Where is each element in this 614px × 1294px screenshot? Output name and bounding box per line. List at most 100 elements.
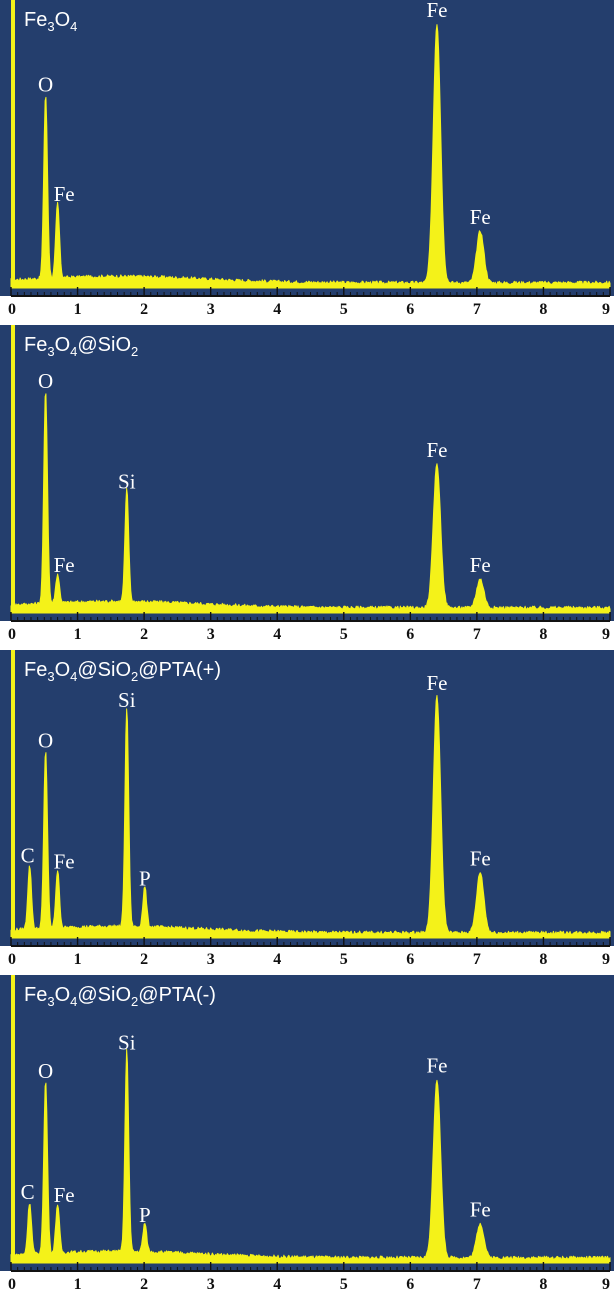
title-text: Fe [24,984,47,1006]
x-tick-label: 6 [406,626,414,643]
title-text: O [55,334,71,356]
x-tick-label: 4 [273,1276,281,1293]
peak-label: Fe [427,0,448,22]
eds-spectrum-panel-4: C O Fe Si P Fe Fe Fe3O4@SiO2@PTA(-) 0 1 2 3 4 5 6 7 8 9 [0,975,614,1293]
x-tick-label: 9 [602,301,610,318]
x-tick-label: 2 [140,301,148,318]
x-tick-label: 8 [539,951,547,968]
x-tick-label: 0 [8,1276,16,1293]
x-tick-label: 3 [207,301,215,318]
title-subscript: 2 [131,669,138,684]
peak-label: Fe [54,1183,75,1207]
x-tick-label: 5 [340,301,348,318]
peak-label: O [38,728,53,752]
x-tick-label: 1 [74,1276,82,1293]
peak-label: P [139,867,151,891]
x-tick-label: 4 [273,951,281,968]
title-text: O [55,984,71,1006]
x-tick-label: 0 [8,626,16,643]
x-tick-label: 2 [140,1276,148,1293]
panel-title: Fe3O4@SiO2 [24,334,138,359]
x-tick-label: 3 [207,626,215,643]
peak-label: Fe [470,553,491,577]
peak-label: Si [118,1030,136,1054]
zero-energy-marker [11,650,15,938]
spectrum-trace [10,393,611,614]
x-tick-label: 7 [473,951,481,968]
x-tick-label: 8 [539,1276,547,1293]
x-tick-label: 8 [539,301,547,318]
title-subscript: 4 [70,19,77,34]
eds-spectrum-panel-3: C O Fe Si P Fe Fe Fe3O4@SiO2@PTA(+) 0 1 2 3 4 5 6 7 8 9 [0,650,614,968]
x-tick-label: 5 [340,951,348,968]
zero-energy-marker [11,325,15,613]
title-text: Fe [24,9,47,31]
title-subscript: 3 [47,19,54,34]
plot-background [0,975,614,1271]
peak-label: Fe [470,847,491,871]
x-tick-label: 8 [539,626,547,643]
title-subscript: 4 [70,344,77,359]
title-subscript: 3 [47,669,54,684]
title-subscript: 4 [70,669,77,684]
panel-title: Fe3O4@SiO2@PTA(-) [24,984,216,1009]
peak-label: C [21,1180,35,1204]
x-tick-label: 0 [8,951,16,968]
x-tick-label: 7 [473,301,481,318]
peak-label: Si [118,470,136,494]
peak-label: Si [118,688,136,712]
x-tick-label: 1 [74,951,82,968]
title-text: O [55,659,71,681]
peak-label: Fe [427,438,448,462]
x-tick-label: 3 [207,951,215,968]
x-tick-label: 3 [207,1276,215,1293]
x-tick-label: 5 [340,626,348,643]
title-text: @SiO [77,659,131,681]
x-tick-label: 9 [602,626,610,643]
x-tick-label: 6 [406,951,414,968]
x-tick-label: 7 [473,626,481,643]
x-tick-label: 9 [602,1276,610,1293]
title-text: @PTA(-) [138,984,216,1006]
title-text: @SiO [77,984,131,1006]
peak-label: P [139,1203,151,1227]
title-subscript: 3 [47,344,54,359]
peak-label: Fe [427,1053,448,1077]
peak-label: O [38,369,53,393]
spectrum-trace [10,694,611,939]
plot-background [0,650,614,946]
x-tick-label: 9 [602,951,610,968]
spectrum-trace [10,24,611,289]
title-subscript: 4 [70,994,77,1009]
x-tick-label: 6 [406,301,414,318]
zero-energy-marker [11,0,15,288]
title-subscript: 3 [47,994,54,1009]
panel-title: Fe3O4 [24,9,77,34]
zero-energy-marker [11,975,15,1263]
title-text: @PTA(+) [138,659,221,681]
eds-spectrum-panel-1: O Fe Fe Fe Fe3O4 0 1 2 3 4 5 6 7 8 9 [0,0,614,318]
x-tick-label: 1 [74,626,82,643]
peak-label: Fe [54,849,75,873]
title-text: O [55,9,71,31]
peak-label: Fe [427,671,448,695]
plot-background [0,0,614,296]
x-tick-label: 5 [340,1276,348,1293]
x-tick-label: 4 [273,626,281,643]
x-tick-label: 7 [473,1276,481,1293]
eds-spectrum-panel-2: O Fe Si Fe Fe Fe3O4@SiO2 0 1 2 3 4 5 6 7 8 9 [0,325,614,643]
title-text: Fe [24,334,47,356]
peak-label: C [21,844,35,868]
panel-title: Fe3O4@SiO2@PTA(+) [24,659,221,684]
title-text: Fe [24,659,47,681]
peak-label: Fe [470,1197,491,1221]
x-tick-label: 0 [8,301,16,318]
x-tick-label: 1 [74,301,82,318]
title-subscript: 2 [131,994,138,1009]
peak-label: Fe [54,553,75,577]
x-tick-label: 2 [140,951,148,968]
plot-background [0,325,614,621]
peak-label: Fe [470,205,491,229]
